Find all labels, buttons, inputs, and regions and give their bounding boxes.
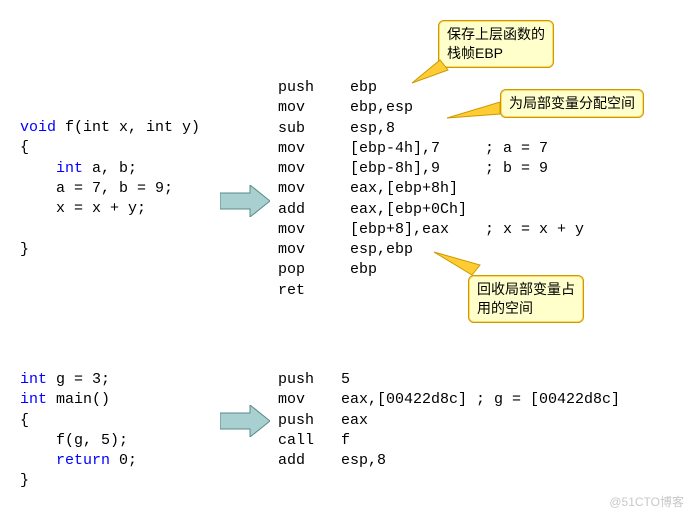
asm-code-main: push 5 mov eax,[00422d8c] ; g = [00422d8… — [278, 370, 620, 471]
callout-tail-2 — [445, 100, 505, 125]
c-code-function-f: void f(int x, int y) { int a, b; a = 7, … — [20, 118, 200, 260]
c-code-main: int g = 3; int main() { f(g, 5); return … — [20, 370, 137, 492]
callout-save-ebp: 保存上层函数的 栈帧EBP — [438, 20, 554, 68]
arrow-c-to-asm-1 — [220, 185, 270, 217]
arrow-c-to-asm-2 — [220, 405, 270, 437]
callout-tail-3 — [432, 250, 482, 280]
watermark: @51CTO博客 — [609, 493, 684, 510]
callout-alloc-locals: 为局部变量分配空间 — [500, 89, 644, 118]
callout-free-locals: 回收局部变量占 用的空间 — [468, 275, 584, 323]
callout-tail-1 — [410, 55, 450, 85]
